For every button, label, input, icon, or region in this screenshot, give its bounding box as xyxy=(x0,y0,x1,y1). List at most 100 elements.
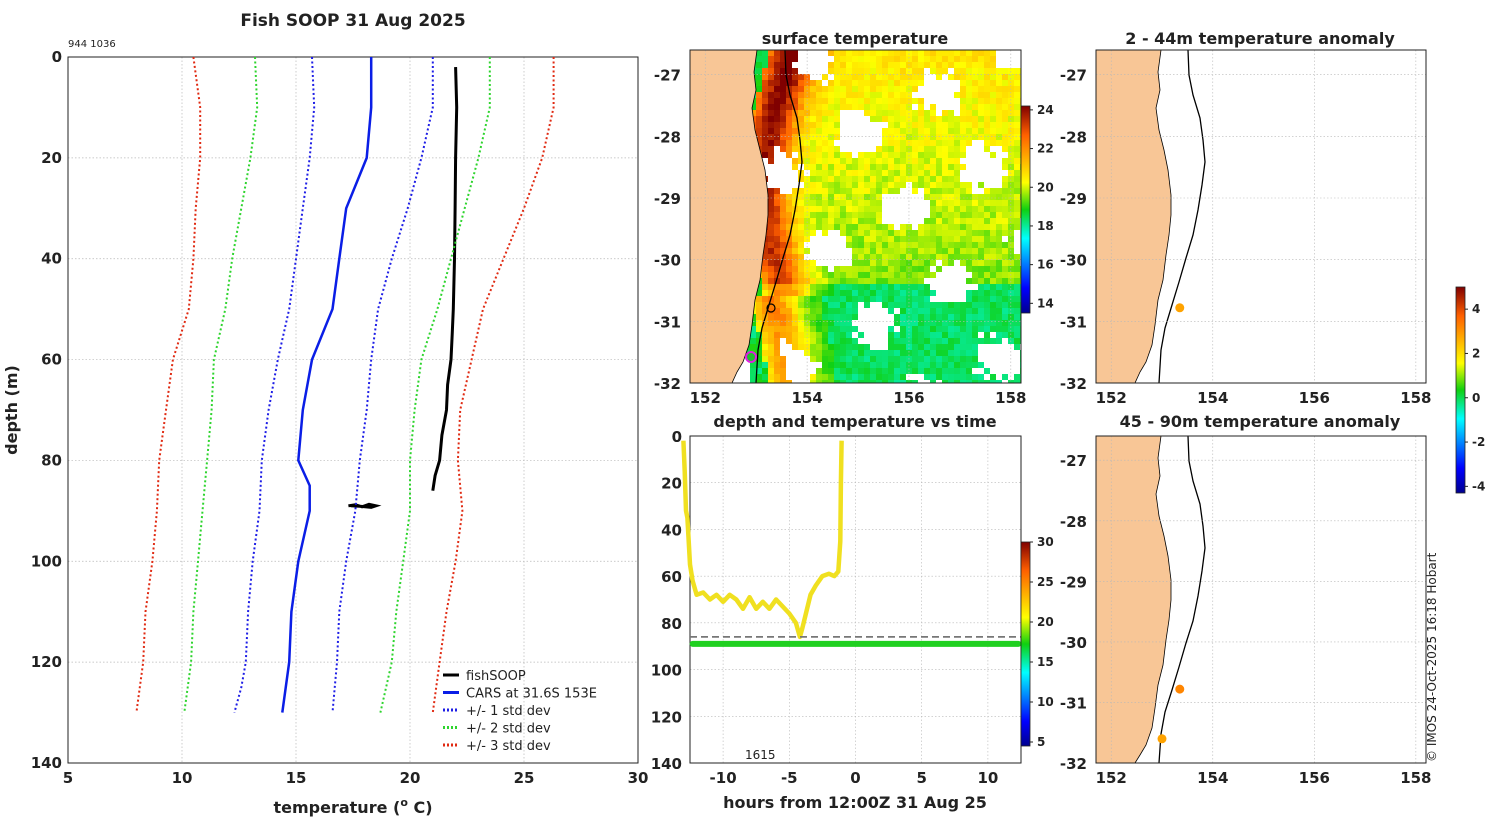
sst-cell xyxy=(780,80,786,86)
sst-cell xyxy=(810,92,816,98)
sst-cell xyxy=(804,74,810,80)
sst-cell xyxy=(852,56,858,62)
sst-cell xyxy=(828,350,834,356)
sst-cell xyxy=(918,116,924,122)
sst-cell xyxy=(960,116,966,122)
sst-cell xyxy=(918,356,924,362)
sst-cell xyxy=(774,236,780,242)
sst-cell xyxy=(900,176,906,182)
sst-cell xyxy=(852,194,858,200)
sst-cell xyxy=(978,80,984,86)
sst-cell xyxy=(792,266,798,272)
sst-cell xyxy=(876,206,882,212)
sst-cell xyxy=(996,68,1002,74)
sst-cell xyxy=(786,284,792,290)
sst-cell xyxy=(990,272,996,278)
sst-cell xyxy=(924,248,930,254)
sst-cell xyxy=(786,206,792,212)
sst-cell xyxy=(864,362,870,368)
sst-cell xyxy=(828,146,834,152)
sst-cell xyxy=(876,212,882,218)
sst-cell xyxy=(852,350,858,356)
sst-cell xyxy=(996,110,1002,116)
sst-cell xyxy=(792,104,798,110)
sst-cell xyxy=(798,326,804,332)
sst-cell xyxy=(912,254,918,260)
sst-cell xyxy=(906,302,912,308)
sst-cell xyxy=(786,128,792,134)
ts-ytick-label: 80 xyxy=(661,615,682,633)
sst-cell xyxy=(858,296,864,302)
sst-cell xyxy=(828,140,834,146)
sst-cell xyxy=(786,224,792,230)
sst-cell xyxy=(978,200,984,206)
sst-cell xyxy=(924,272,930,278)
sst-cell xyxy=(900,170,906,176)
sst-cell xyxy=(864,344,870,350)
sst-cell xyxy=(822,356,828,362)
sst-cell xyxy=(912,62,918,68)
sst-cell xyxy=(798,218,804,224)
sst-cell xyxy=(774,320,780,326)
sst-cell xyxy=(750,326,756,332)
sst-cell xyxy=(798,344,804,350)
sst-cell xyxy=(966,338,972,344)
sst-cell xyxy=(960,314,966,320)
sst-cell xyxy=(768,380,774,383)
sst-cell xyxy=(936,116,942,122)
sst-cell xyxy=(912,260,918,266)
sst-cell xyxy=(912,248,918,254)
sst-cell xyxy=(876,356,882,362)
sst-cell xyxy=(972,218,978,224)
sst-cell xyxy=(774,62,780,68)
sst-cell xyxy=(828,326,834,332)
sst-cell xyxy=(1002,308,1008,314)
sst-cell xyxy=(786,302,792,308)
sst-cell xyxy=(810,314,816,320)
sst-cell xyxy=(870,152,876,158)
sst-cell xyxy=(804,344,810,350)
sst-cell xyxy=(870,266,876,272)
sst-cell xyxy=(840,104,846,110)
sst-cell xyxy=(834,104,840,110)
sst-cell xyxy=(822,86,828,92)
sst-cell xyxy=(1008,260,1014,266)
sst-cell xyxy=(996,128,1002,134)
sst-cell xyxy=(930,326,936,332)
sst-cell xyxy=(984,122,990,128)
sst-cell xyxy=(918,98,924,104)
sst-cell xyxy=(942,302,948,308)
sst-cell xyxy=(900,296,906,302)
sst-cell xyxy=(1002,98,1008,104)
sst-cell xyxy=(822,344,828,350)
sst-marker-open xyxy=(766,303,776,313)
sst-cell xyxy=(918,158,924,164)
sst-cell xyxy=(918,296,924,302)
sst-cell xyxy=(780,332,786,338)
sst-cell xyxy=(756,290,762,296)
sst-cell xyxy=(780,98,786,104)
sst-cell xyxy=(870,236,876,242)
sst-cell xyxy=(894,188,900,194)
sst-cell xyxy=(900,350,906,356)
sst-cell xyxy=(840,344,846,350)
sst-cell xyxy=(954,152,960,158)
legend-label: CARS at 31.6S 153E xyxy=(466,687,597,702)
sst-cell xyxy=(942,110,948,116)
sst-cell xyxy=(900,302,906,308)
sst-cell xyxy=(864,374,870,380)
sst-cell xyxy=(864,74,870,80)
sst-cell xyxy=(1014,254,1020,260)
sst-cell xyxy=(960,68,966,74)
sst-cell xyxy=(768,206,774,212)
sst-cell xyxy=(876,176,882,182)
sst-cell xyxy=(942,122,948,128)
sst-cell xyxy=(900,56,906,62)
sst-cell xyxy=(924,218,930,224)
sst-cell xyxy=(858,56,864,62)
sst-cell xyxy=(798,236,804,242)
sst-cell xyxy=(840,182,846,188)
sst-cell xyxy=(870,68,876,74)
sst-cell xyxy=(960,194,966,200)
sst-cell xyxy=(978,230,984,236)
